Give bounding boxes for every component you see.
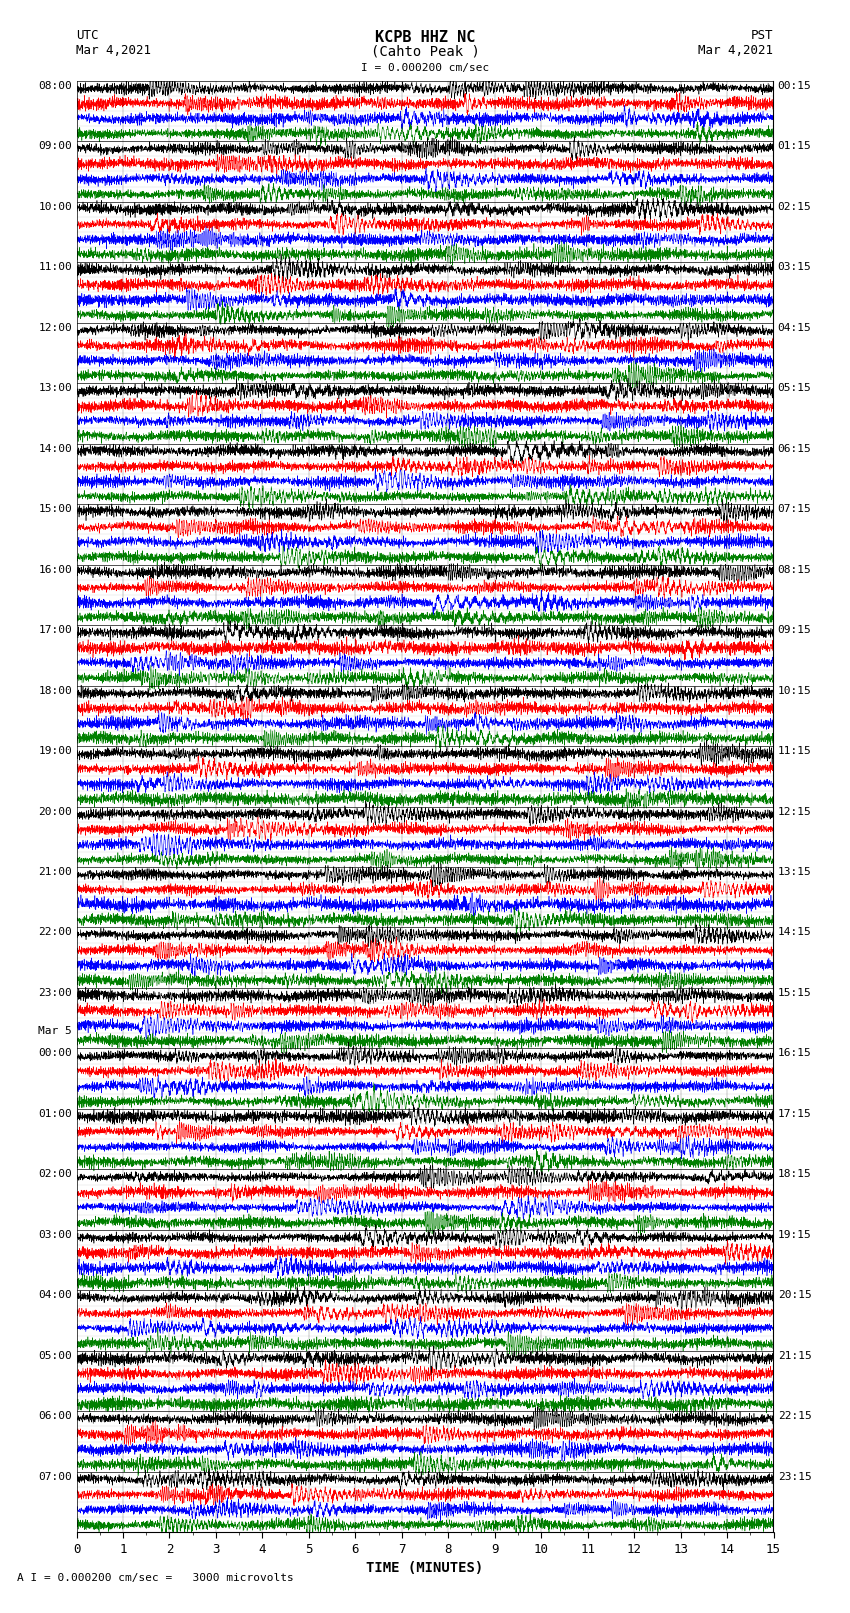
Text: UTC: UTC — [76, 29, 99, 42]
Text: PST: PST — [751, 29, 774, 42]
Text: Mar 5: Mar 5 — [38, 1026, 72, 1036]
Text: (Cahto Peak ): (Cahto Peak ) — [371, 45, 479, 58]
Text: Mar 4,2021: Mar 4,2021 — [699, 44, 774, 56]
X-axis label: TIME (MINUTES): TIME (MINUTES) — [366, 1561, 484, 1576]
Text: Mar 4,2021: Mar 4,2021 — [76, 44, 151, 56]
Text: A I = 0.000200 cm/sec =   3000 microvolts: A I = 0.000200 cm/sec = 3000 microvolts — [17, 1573, 294, 1582]
Text: I = 0.000200 cm/sec: I = 0.000200 cm/sec — [361, 63, 489, 73]
Text: KCPB HHZ NC: KCPB HHZ NC — [375, 29, 475, 45]
